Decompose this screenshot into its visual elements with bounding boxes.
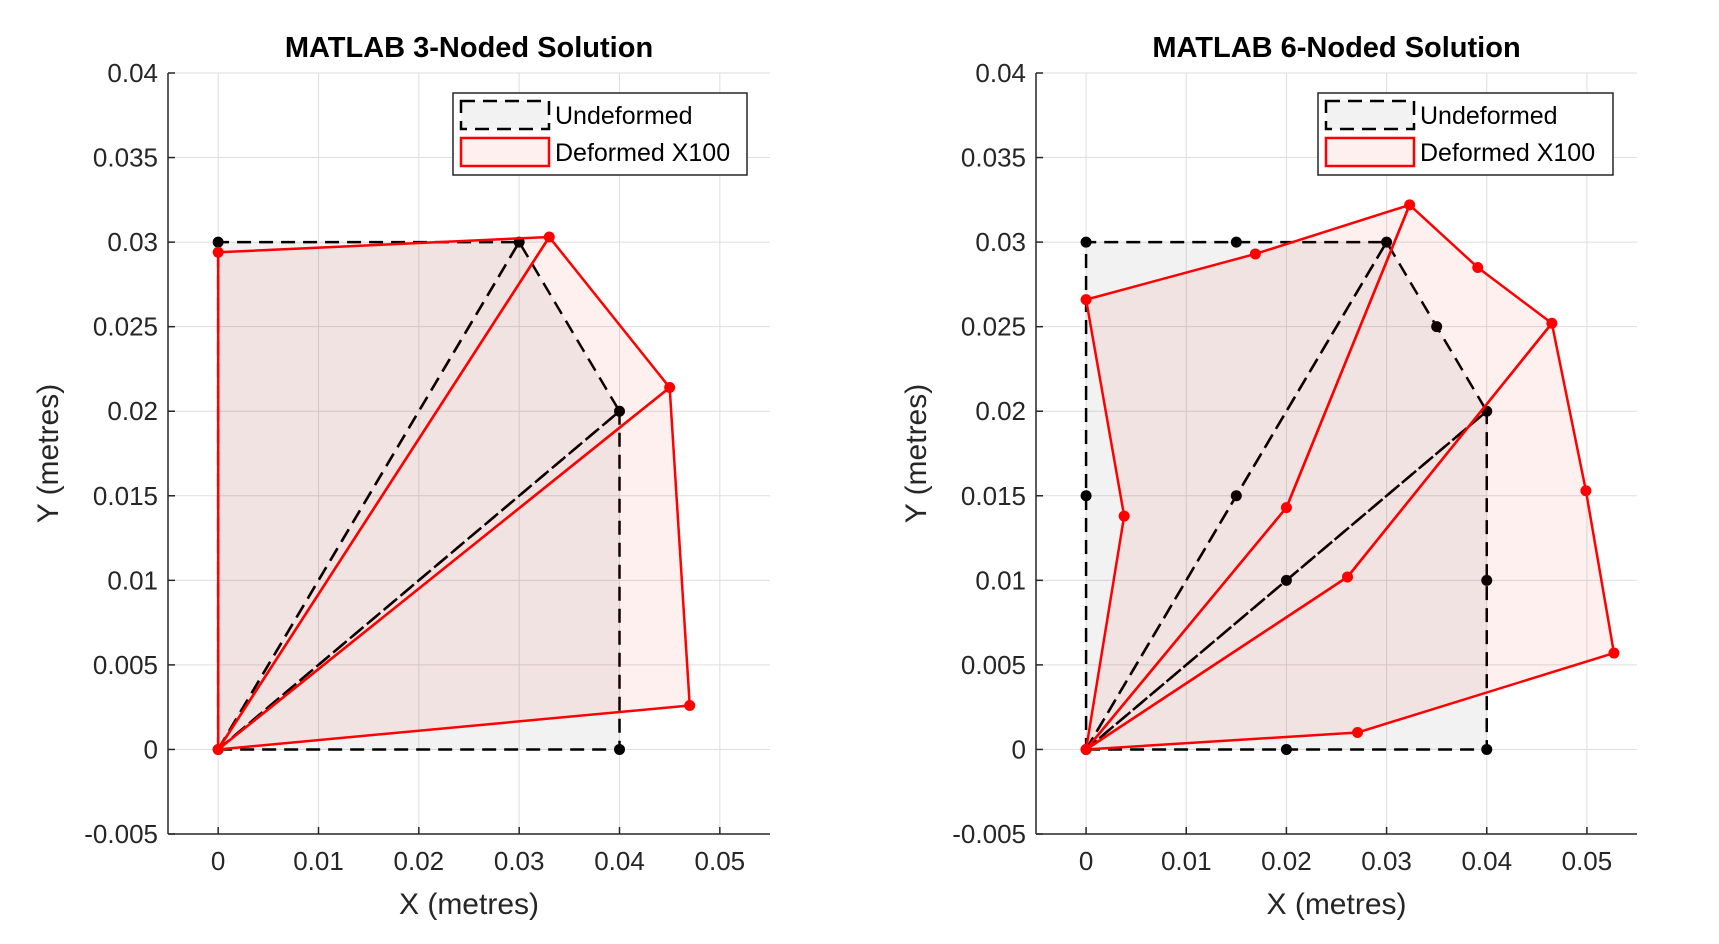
subplot-1: 0 0.01 0.02 0.03 0.04 0.05 -0.005 0 0.005 0.01 0.0… xyxy=(32,32,770,921)
deformed-node xyxy=(684,699,696,711)
x-tick-label: 0.02 xyxy=(1261,846,1312,876)
y-tick-label: 0.025 xyxy=(93,312,158,342)
y-tick-label: 0.02 xyxy=(975,396,1026,426)
mesh-layer xyxy=(1080,199,1620,755)
x-tick-label: 0.05 xyxy=(1562,846,1613,876)
x-tick-label: 0.01 xyxy=(1161,846,1212,876)
y-tick-label: 0.015 xyxy=(93,481,158,511)
legend-swatch xyxy=(459,99,551,131)
undeformed-node xyxy=(1080,490,1092,502)
undeformed-node xyxy=(212,236,224,248)
y-tick-label: 0.035 xyxy=(93,143,158,173)
y-tick-label: 0.02 xyxy=(107,396,158,426)
deformed-element xyxy=(216,235,551,751)
deformed-node xyxy=(1404,199,1416,211)
chart-title: MATLAB 6-Noded Solution xyxy=(1152,32,1520,64)
deformed-node xyxy=(664,382,676,394)
deformed-node xyxy=(1342,571,1354,583)
y-axis-label: Y (metres) xyxy=(32,384,65,523)
legend-swatch xyxy=(1324,136,1416,168)
undeformed-element xyxy=(216,409,621,751)
deformed-node xyxy=(1280,502,1292,514)
y-tick-label: 0.03 xyxy=(975,227,1026,257)
y-tick-label: 0 xyxy=(1012,734,1026,764)
x-tick-label: 0.03 xyxy=(494,846,545,876)
y-tick-label: 0.015 xyxy=(961,481,1026,511)
undeformed-node xyxy=(1481,574,1493,586)
y-tick-label: 0 xyxy=(144,734,158,764)
legend: Undeformed Deformed X100 xyxy=(452,92,748,176)
x-axis-label: X (metres) xyxy=(1266,888,1406,921)
deformed-node xyxy=(1249,248,1261,260)
undeformed-node xyxy=(1431,321,1443,333)
y-tick-label: 0.01 xyxy=(975,565,1026,595)
undeformed-node xyxy=(614,743,625,755)
x-tick-label: 0.05 xyxy=(695,846,746,876)
x-tick-label: 0.03 xyxy=(1361,846,1412,876)
legend-label: Undeformed xyxy=(1420,102,1558,130)
y-tick-label: 0.005 xyxy=(961,650,1026,680)
x-tick-label: 0 xyxy=(211,846,225,876)
deformed-node xyxy=(212,743,224,755)
x-axis-label: X (metres) xyxy=(399,888,539,921)
deformed-node xyxy=(543,231,555,243)
y-tick-label: 0.03 xyxy=(107,227,158,257)
legend-label: Deformed X100 xyxy=(1420,139,1595,167)
undeformed-node xyxy=(1230,236,1242,248)
deformed-node xyxy=(1352,727,1364,739)
deformed-node xyxy=(1580,485,1592,497)
x-tick-label: 0.01 xyxy=(293,846,344,876)
deformed-node xyxy=(1472,261,1484,273)
legend-label: Undeformed xyxy=(555,102,693,130)
undeformed-node xyxy=(1381,236,1393,248)
subplot-2: 0 0.01 0.02 0.03 0.04 0.05 -0.005 0 0.005 0.01 0.0… xyxy=(900,32,1637,921)
legend-swatch xyxy=(459,136,551,168)
undeformed-node xyxy=(1230,490,1242,502)
x-tick-label: 0 xyxy=(1079,846,1093,876)
undeformed-node xyxy=(614,405,625,417)
y-tick-label: 0.035 xyxy=(961,143,1026,173)
y-tick-label: 0.04 xyxy=(975,58,1026,88)
y-tick-label: 0.005 xyxy=(93,650,158,680)
legend-swatch xyxy=(1324,99,1416,131)
deformed-node xyxy=(1118,510,1130,522)
y-tick-label: -0.005 xyxy=(952,819,1026,849)
y-axis-label: Y (metres) xyxy=(900,384,933,523)
undeformed-node xyxy=(1280,574,1292,586)
deformed-node xyxy=(1080,743,1092,755)
undeformed-node xyxy=(1481,743,1493,755)
undeformed-node xyxy=(1080,236,1092,248)
mesh-layer xyxy=(212,231,696,755)
deformed-node xyxy=(1608,647,1620,659)
deformed-node xyxy=(1080,294,1092,306)
y-tick-label: 0.01 xyxy=(107,565,158,595)
x-tick-label: 0.02 xyxy=(394,846,445,876)
x-tick-label: 0.04 xyxy=(1461,846,1512,876)
y-tick-label: 0.025 xyxy=(961,312,1026,342)
y-tick-label: 0.04 xyxy=(107,58,158,88)
x-tick-label: 0.04 xyxy=(594,846,645,876)
legend-label: Deformed X100 xyxy=(555,139,730,167)
legend-box xyxy=(452,92,748,176)
legend-box xyxy=(1317,92,1614,176)
chart-title: MATLAB 3-Noded Solution xyxy=(285,32,653,64)
y-tick-label: -0.005 xyxy=(84,819,158,849)
deformed-node xyxy=(212,246,224,258)
undeformed-node xyxy=(1280,743,1292,755)
legend: Undeformed Deformed X100 xyxy=(1317,92,1614,176)
deformed-node xyxy=(1546,317,1558,329)
